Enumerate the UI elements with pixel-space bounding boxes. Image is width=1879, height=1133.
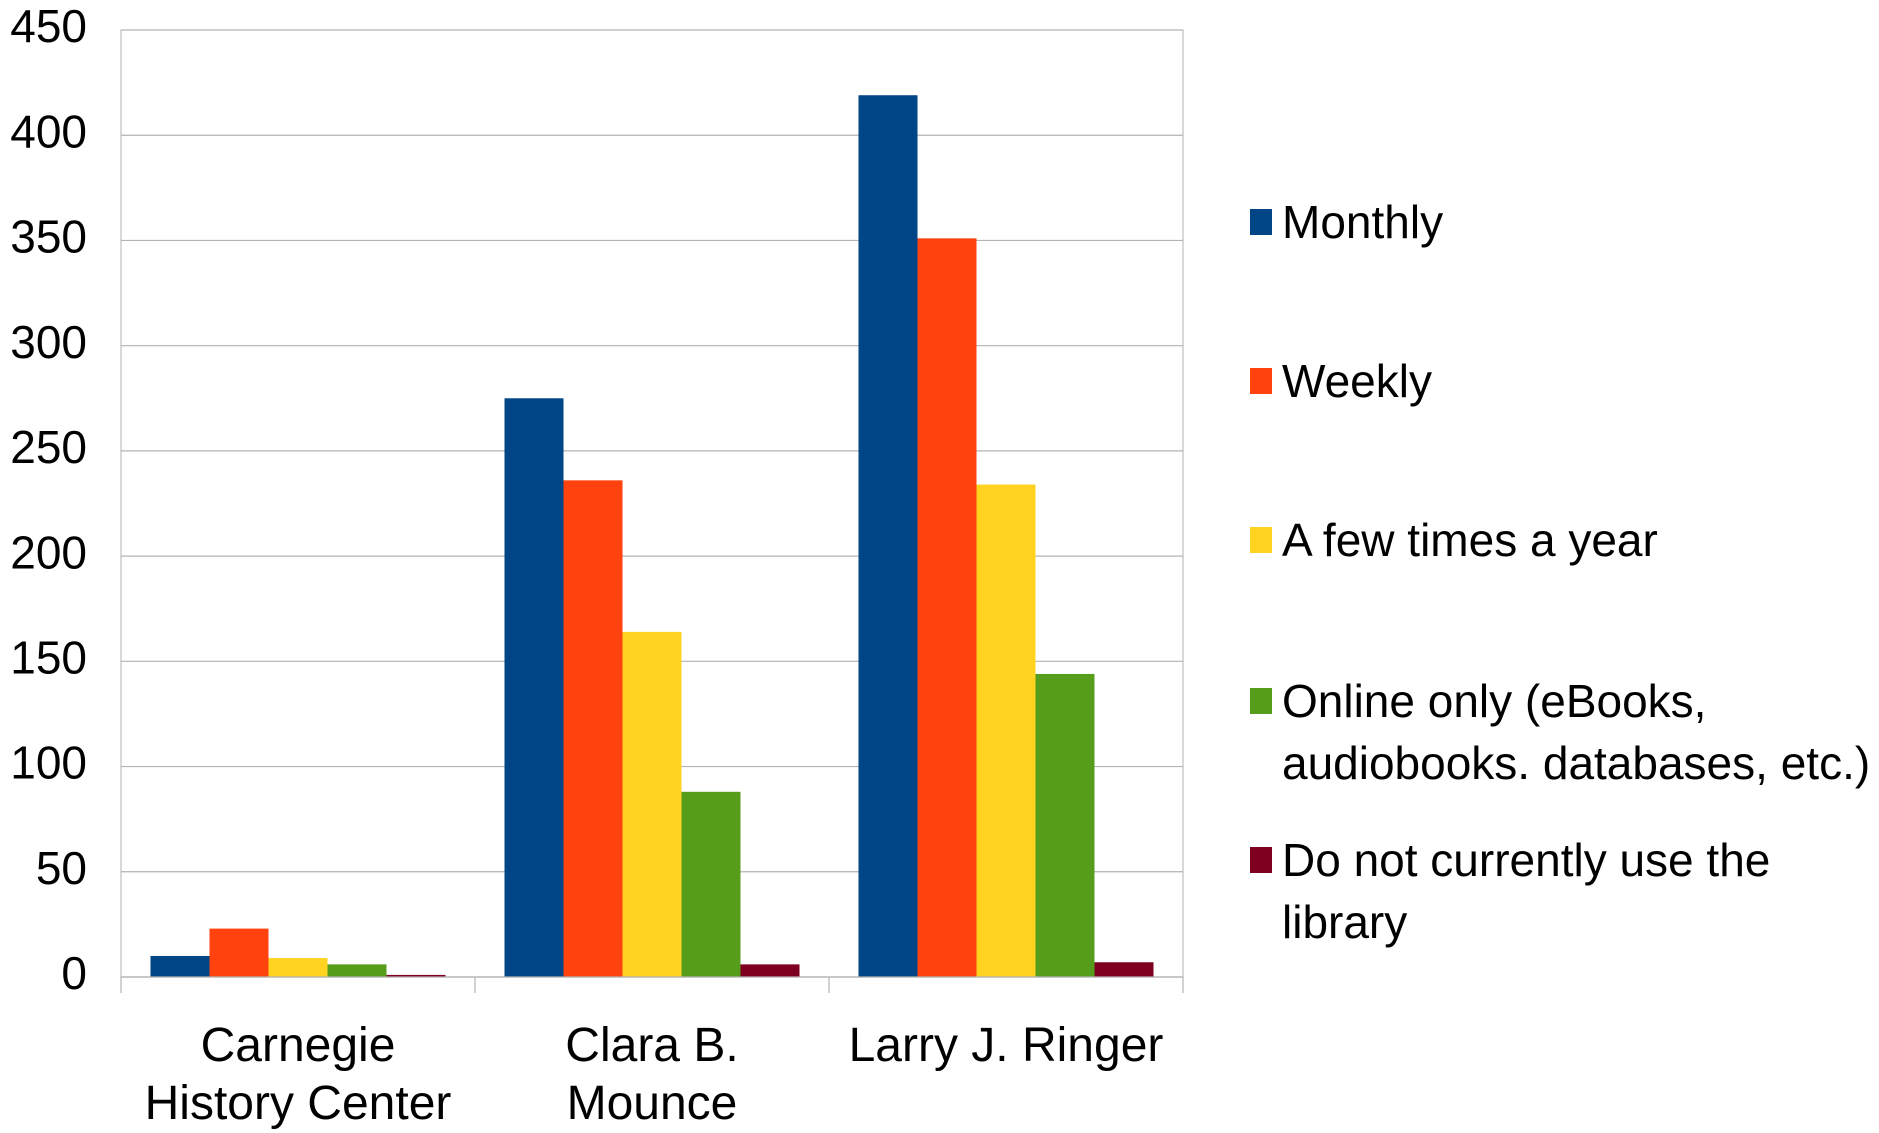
legend-item: Do not currently use the library [1250, 829, 1879, 953]
y-tick-label: 200 [10, 526, 87, 578]
bar [327, 964, 387, 977]
bar [740, 964, 800, 977]
y-tick-label: 250 [10, 421, 87, 473]
bar [622, 631, 682, 977]
legend-swatch [1250, 688, 1272, 714]
x-tick-label: Larry J. Ringer [848, 1019, 1164, 1072]
y-tick-label: 100 [10, 737, 87, 789]
bar [563, 480, 623, 977]
bar [504, 398, 564, 977]
legend-label: Weekly [1282, 355, 1432, 407]
legend-item: Online only (eBooks, audiobooks. databas… [1250, 670, 1870, 794]
bar [976, 484, 1036, 977]
legend-label: A few times a year [1282, 514, 1658, 566]
y-tick-label: 350 [10, 211, 87, 263]
y-tick-label: 450 [10, 0, 87, 52]
legend-label: Monthly [1282, 196, 1444, 248]
legend-label: Online only (eBooks, audiobooks. databas… [1282, 675, 1871, 789]
x-tick-label: Carnegie History Center [144, 1019, 452, 1130]
bar [681, 791, 741, 977]
bar [858, 95, 918, 977]
y-tick-label: 150 [10, 631, 87, 683]
y-tick-label: 400 [10, 105, 87, 157]
bar [1035, 673, 1095, 977]
legend-swatch [1250, 368, 1272, 394]
bar [150, 955, 210, 977]
bar [209, 928, 269, 977]
y-tick-label: 50 [36, 842, 87, 894]
bar [386, 974, 446, 977]
legend-label: Do not currently use the library [1282, 834, 1771, 948]
x-tick-label: Clara B. Mounce [565, 1019, 739, 1130]
y-tick-label: 300 [10, 316, 87, 368]
bar [1094, 962, 1154, 977]
legend-item: A few times a year [1250, 509, 1658, 571]
legend-item: Weekly [1250, 350, 1432, 412]
legend-swatch [1250, 847, 1272, 873]
bar [917, 238, 977, 978]
legend-item: Monthly [1250, 191, 1443, 253]
legend-swatch [1250, 527, 1272, 553]
bar [268, 958, 328, 977]
legend-swatch [1250, 209, 1272, 235]
y-tick-label: 0 [61, 947, 87, 999]
